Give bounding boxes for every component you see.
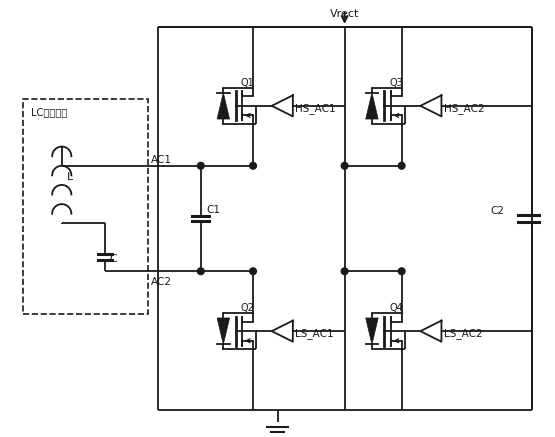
Text: L: L [67, 172, 73, 182]
Circle shape [341, 268, 348, 274]
Text: C1: C1 [206, 205, 220, 215]
Text: LS_AC2: LS_AC2 [444, 328, 482, 339]
Circle shape [198, 163, 204, 169]
Text: HS_AC1: HS_AC1 [295, 103, 336, 114]
Circle shape [398, 268, 405, 274]
Text: Q3: Q3 [389, 78, 403, 88]
Circle shape [198, 268, 204, 274]
Text: Q4: Q4 [389, 303, 403, 313]
Circle shape [341, 163, 348, 169]
Text: C: C [110, 253, 118, 264]
Polygon shape [366, 318, 378, 344]
Text: AC2: AC2 [150, 277, 171, 287]
Circle shape [398, 163, 405, 169]
Circle shape [250, 268, 256, 274]
Text: Vrect: Vrect [330, 9, 360, 19]
Text: Q2: Q2 [240, 303, 254, 313]
Polygon shape [366, 93, 378, 119]
Text: HS_AC2: HS_AC2 [444, 103, 485, 114]
Text: C2: C2 [491, 206, 505, 216]
Circle shape [250, 163, 256, 169]
Text: LS_AC1: LS_AC1 [295, 328, 334, 339]
Polygon shape [217, 318, 230, 344]
Text: AC1: AC1 [150, 156, 171, 165]
Polygon shape [217, 93, 230, 119]
Text: Q1: Q1 [240, 78, 254, 88]
Text: LC谐振网络: LC谐振网络 [31, 108, 67, 118]
